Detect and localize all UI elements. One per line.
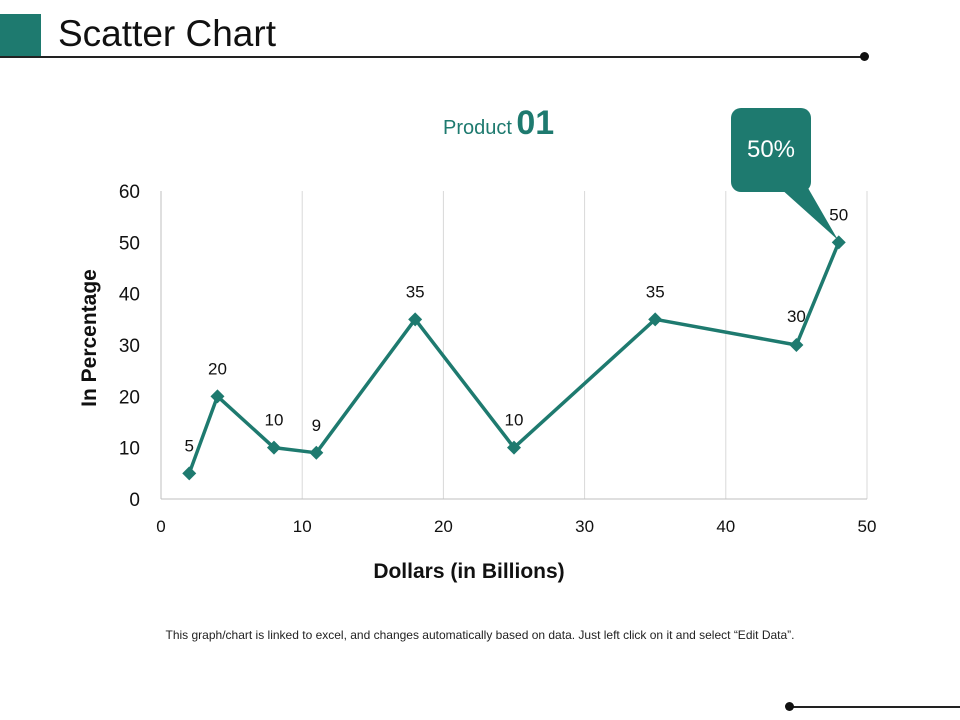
data-label-2: 10 (264, 411, 283, 430)
data-point-2 (266, 440, 281, 455)
series-line-0 (187, 241, 841, 474)
y-tick-label-30: 30 (119, 336, 140, 357)
x-tick-label-20: 20 (434, 517, 453, 536)
data-point-8 (831, 235, 846, 250)
x-tick-label-30: 30 (575, 517, 594, 536)
data-point-3 (309, 445, 324, 460)
bottom-divider (790, 706, 960, 708)
footnote: This graph/chart is linked to excel, and… (165, 628, 795, 642)
y-tick-label-60: 60 (119, 182, 140, 203)
bottom-divider-dot (785, 702, 794, 711)
data-point-6 (648, 312, 663, 327)
y-tick-label-20: 20 (119, 387, 140, 408)
x-tick-label-0: 0 (156, 517, 165, 536)
header-accent-block (0, 14, 41, 56)
callout-badge: 50% (731, 108, 811, 192)
data-label-4: 35 (406, 282, 425, 301)
data-label-7: 30 (787, 307, 806, 326)
y-tick-label-10: 10 (119, 439, 140, 460)
data-label-3: 9 (312, 416, 321, 435)
data-point-1 (210, 389, 225, 404)
chart-title-number: 01 (516, 104, 555, 142)
y-tick-label-0: 0 (129, 490, 140, 511)
data-label-5: 10 (505, 411, 524, 430)
data-point-4 (408, 312, 423, 327)
title-divider-dot (860, 52, 869, 61)
data-point-0 (182, 466, 197, 481)
data-label-8: 50 (829, 205, 848, 224)
data-label-1: 20 (208, 359, 227, 378)
chart-title-word: Product (443, 117, 512, 139)
x-tick-label-50: 50 (858, 517, 877, 536)
x-tick-label-40: 40 (716, 517, 735, 536)
title-divider (0, 56, 864, 58)
slide-title: Scatter Chart (58, 13, 276, 54)
data-label-6: 35 (646, 282, 665, 301)
y-axis-title: In Percentage (78, 269, 101, 407)
callout-text: 50% (746, 136, 796, 163)
x-tick-label-10: 10 (293, 517, 312, 536)
chart-title: Product 01 (443, 104, 554, 143)
data-point-7 (789, 338, 804, 352)
y-tick-label-50: 50 (119, 233, 140, 254)
x-axis-title: Dollars (in Billions) (373, 560, 564, 583)
data-point-5 (507, 440, 521, 455)
data-label-0: 5 (185, 436, 194, 455)
y-tick-label-40: 40 (119, 285, 140, 306)
